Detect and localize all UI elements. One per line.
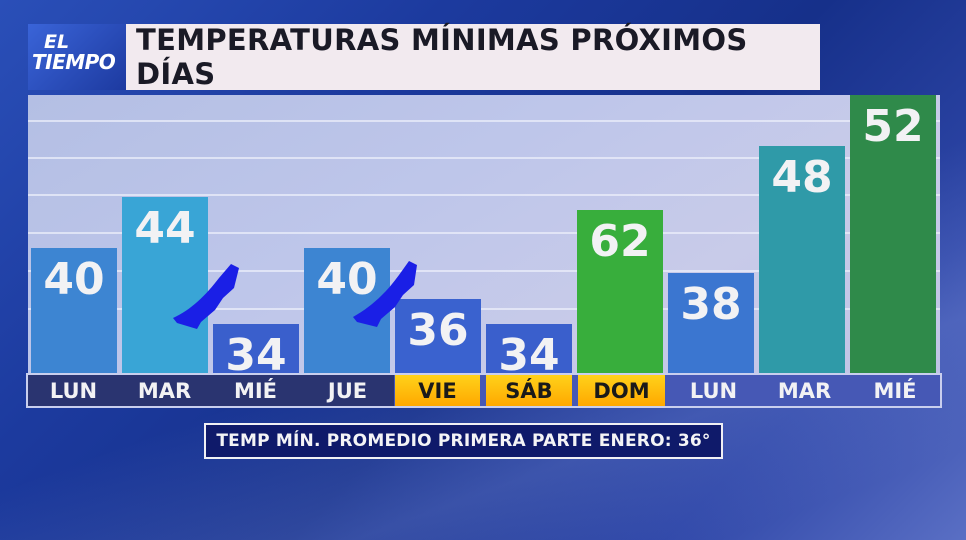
average-note-box: TEMP MÍN. PROMEDIO PRIMERA PARTE ENERO: …: [204, 423, 723, 459]
gridline: [28, 157, 940, 159]
bar-mie: 34: [213, 324, 299, 381]
bar-vie: 36: [395, 299, 481, 375]
logo-line-2: TIEMPO: [32, 50, 116, 74]
bar-sab: 34: [486, 324, 572, 381]
day-label-vie: VIE: [395, 375, 480, 406]
page-title: TEMPERATURAS MÍNIMAS PRÓXIMOS DÍAS: [136, 23, 748, 91]
bar-value: 34: [498, 330, 560, 381]
gridline: [28, 270, 940, 272]
cold-front-icon: [353, 261, 417, 327]
bar-dom: 62: [577, 210, 663, 375]
gridline: [28, 194, 940, 196]
bar-mar-2: 48: [759, 146, 845, 375]
day-label-mar: MAR: [119, 375, 210, 406]
day-label-mie: MIÉ: [210, 375, 301, 406]
bar-value: 62: [589, 216, 651, 267]
day-label-lun-2: LUN: [689, 378, 738, 403]
bar-value: 34: [225, 330, 287, 381]
day-label-sab: SÁB: [486, 375, 572, 406]
day-label-mar-2: MAR: [777, 378, 832, 403]
bar-lun: 40: [31, 248, 117, 375]
bar-chart: 40 44 34 40 36 34 62 38 48 52: [28, 95, 940, 381]
gridline: [28, 232, 940, 234]
bar-mar: 44: [122, 197, 208, 375]
bar-value: 40: [316, 254, 378, 305]
day-labels-row: LUN MAR MIÉ JUE VIE SÁB DOM LUN MAR MIÉ: [26, 373, 942, 408]
bar-value: 48: [771, 152, 833, 203]
bar-mie-2: 52: [850, 95, 936, 375]
day-label-lun: LUN: [28, 375, 119, 406]
day-label-mie-2: MIÉ: [873, 378, 917, 403]
bar-value: 38: [680, 279, 742, 330]
logo-line-1: EL: [44, 31, 70, 53]
cold-front-icon: [173, 264, 239, 329]
gridline: [28, 308, 940, 310]
bar-value: 52: [862, 101, 924, 152]
bar-jue: 40: [304, 248, 390, 375]
bar-value: 44: [134, 203, 196, 254]
bar-value: 36: [407, 305, 469, 356]
el-tiempo-logo: EL TIEMPO: [28, 24, 126, 90]
day-label-jue: JUE: [301, 375, 394, 406]
title-banner: TEMPERATURAS MÍNIMAS PRÓXIMOS DÍAS: [126, 23, 820, 91]
day-label-dom: DOM: [578, 375, 665, 406]
gridline: [28, 120, 940, 122]
average-note: TEMP MÍN. PROMEDIO PRIMERA PARTE ENERO: …: [216, 431, 711, 451]
bar-value: 40: [43, 254, 105, 305]
bar-lun-2: 38: [668, 273, 754, 375]
